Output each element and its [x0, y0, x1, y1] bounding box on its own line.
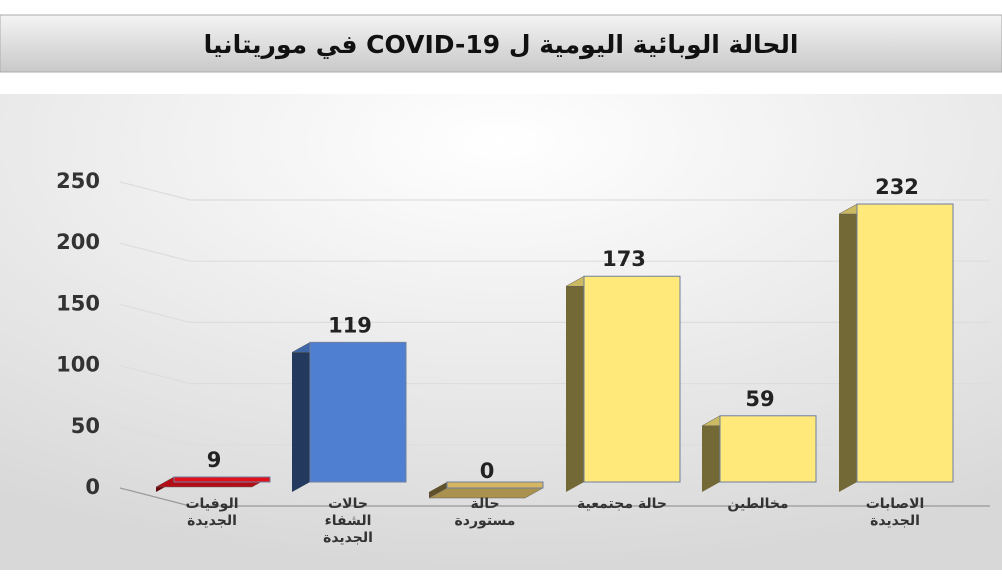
- value-label: 59: [745, 387, 774, 411]
- value-label: 173: [602, 247, 646, 271]
- grid-line: [119, 181, 990, 201]
- grid-line: [119, 303, 990, 323]
- y-tick-label: 150: [56, 291, 100, 315]
- x-tick-label: الوفيات الجديدة: [185, 496, 239, 529]
- x-tick-label: حالة مجتمعية: [577, 496, 667, 512]
- bar-side: [566, 276, 584, 492]
- x-tick-label: حالة مستوردة: [454, 496, 516, 529]
- value-label: 0: [480, 459, 495, 483]
- bar: [309, 341, 407, 483]
- x-tick-label: الاصابات الجديدة: [865, 496, 925, 529]
- bar-side: [702, 415, 720, 492]
- grid-line: [119, 242, 990, 262]
- bar: [446, 481, 544, 489]
- bar-side: [839, 204, 857, 493]
- x-tick-label: مخالطين: [727, 496, 789, 512]
- y-tick-label: 100: [56, 353, 100, 377]
- chart-title: الحالة الوبائية اليومية ل COVID-19 في مو…: [204, 30, 799, 60]
- y-tick-label: 50: [71, 414, 100, 438]
- value-label: 9: [207, 448, 222, 472]
- y-tick-label: 250: [56, 169, 100, 193]
- x-tick-label: حالات الشفاء الجديدة: [323, 496, 373, 546]
- y-tick-label: 200: [56, 230, 100, 254]
- value-label: 232: [875, 175, 919, 199]
- bar-side: [292, 342, 310, 492]
- bar: [856, 203, 954, 483]
- bar-side: [429, 482, 447, 498]
- y-tick-label: 0: [85, 475, 100, 499]
- bar: [173, 476, 271, 483]
- bar: [583, 275, 681, 483]
- title-band: [0, 14, 1002, 73]
- grid-line: [119, 487, 990, 507]
- grid-line: [119, 365, 990, 385]
- value-label: 119: [328, 313, 372, 337]
- bar: [719, 415, 817, 483]
